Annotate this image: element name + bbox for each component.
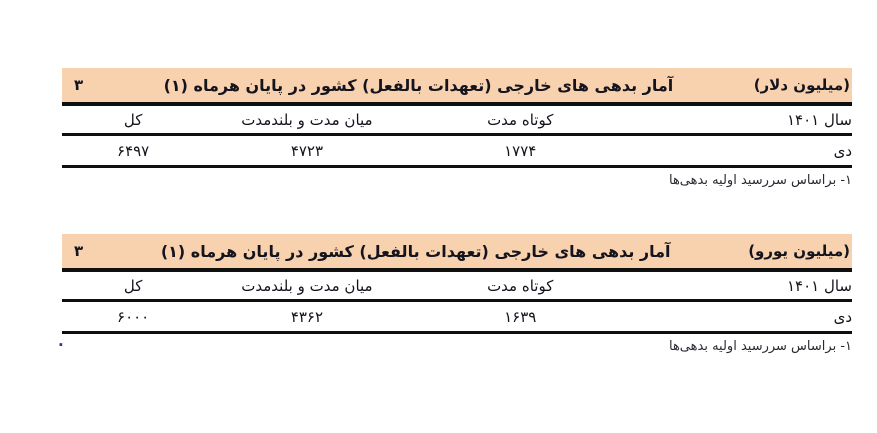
cell-short-term: ۱۷۷۴ <box>504 141 537 160</box>
table-footnote: ۱- براساس سررسید اولیه بدهی‌ها <box>668 339 852 354</box>
external-debt-table-usd: (میلیون دلار) آمار بدهی های خارجی (تعهدا… <box>62 68 852 188</box>
cell-short-term: ۱۶۳۹ <box>504 307 537 326</box>
external-debt-table-eur: (میلیون یورو) آمار بدهی های خارجی (تعهدا… <box>62 234 852 354</box>
cell-month: دی <box>833 307 852 326</box>
column-header-year: سال ۱۴۰۱ <box>786 110 852 129</box>
table-header-band: (میلیون یورو) آمار بدهی های خارجی (تعهدا… <box>62 234 852 272</box>
unit-label: (میلیون یورو) <box>748 242 850 260</box>
page-number: ۳ <box>74 242 84 260</box>
page-number: ۳ <box>74 76 84 94</box>
column-header-mid-long-term: میان مدت و بلندمدت <box>241 110 373 129</box>
column-header-row: سال ۱۴۰۱ کوتاه مدت میان مدت و بلندمدت کل <box>62 106 852 136</box>
column-header-mid-long-term: میان مدت و بلندمدت <box>241 276 373 295</box>
column-header-short-term: کوتاه مدت <box>487 276 554 295</box>
cell-month: دی <box>833 141 852 160</box>
column-header-year: سال ۱۴۰۱ <box>786 276 852 295</box>
table-header-band: (میلیون دلار) آمار بدهی های خارجی (تعهدا… <box>62 68 852 106</box>
table-footnote: ۱- براساس سررسید اولیه بدهی‌ها <box>668 173 852 188</box>
column-header-row: سال ۱۴۰۱ کوتاه مدت میان مدت و بلندمدت کل <box>62 272 852 302</box>
table-row: دی ۱۶۳۹ ۴۳۶۲ ۶۰۰۰ <box>62 302 852 334</box>
column-header-total: کل <box>123 276 143 295</box>
cell-total: ۶۴۹۷ <box>117 141 150 160</box>
column-header-short-term: کوتاه مدت <box>487 110 554 129</box>
cell-mid-long-term: ۴۷۲۳ <box>290 141 324 160</box>
unit-label: (میلیون دلار) <box>753 76 850 94</box>
table-title: آمار بدهی های خارجی (تعهدات بالفعل) کشور… <box>160 241 671 261</box>
table-title: آمار بدهی های خارجی (تعهدات بالفعل) کشور… <box>163 75 674 95</box>
cell-total: ۶۰۰۰ <box>117 307 150 326</box>
column-header-total: کل <box>123 110 143 129</box>
table-row: دی ۱۷۷۴ ۴۷۲۳ ۶۴۹۷ <box>62 136 852 168</box>
stray-period-mark: . <box>58 332 64 350</box>
cell-mid-long-term: ۴۳۶۲ <box>290 307 324 326</box>
